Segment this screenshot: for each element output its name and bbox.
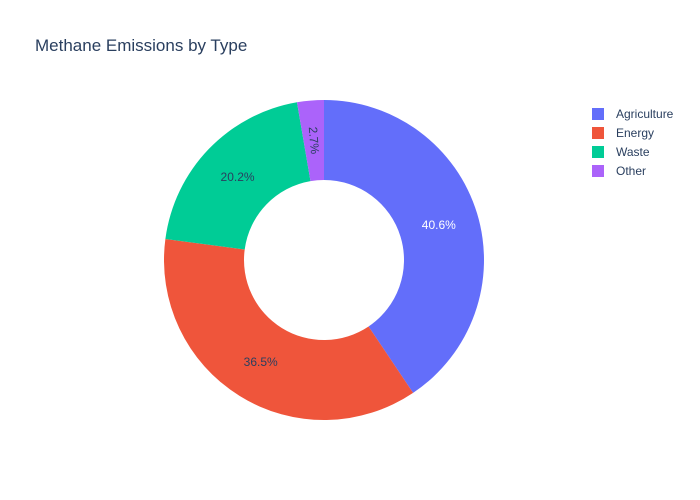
legend-item-energy[interactable]: Energy xyxy=(592,126,654,140)
legend-label-waste: Waste xyxy=(616,145,650,159)
legend-swatch-waste xyxy=(592,146,604,158)
slice-label-other: 2.7% xyxy=(306,126,322,155)
legend-swatch-energy xyxy=(592,127,604,139)
legend-label-agriculture: Agriculture xyxy=(616,107,674,121)
slice-label-agriculture: 40.6% xyxy=(422,218,456,232)
legend-swatch-other xyxy=(592,165,604,177)
legend-swatch-agriculture xyxy=(592,108,604,120)
donut-slices xyxy=(164,100,484,421)
legend-item-agriculture[interactable]: Agriculture xyxy=(592,107,674,121)
slice-other[interactable] xyxy=(296,100,324,182)
legend-item-other[interactable]: Other xyxy=(592,164,646,178)
legend-label-energy: Energy xyxy=(616,126,654,140)
legend-label-other: Other xyxy=(616,164,646,178)
slice-energy[interactable] xyxy=(164,238,414,421)
slice-label-waste: 20.2% xyxy=(221,170,255,184)
legend: Agriculture Energy Waste Other xyxy=(592,107,674,178)
slice-waste[interactable] xyxy=(165,102,311,250)
slice-agriculture[interactable] xyxy=(324,100,484,393)
chart-title: Methane Emissions by Type xyxy=(35,36,247,55)
slice-label-energy: 36.5% xyxy=(244,355,278,369)
legend-item-waste[interactable]: Waste xyxy=(592,145,650,159)
slice-labels: 40.6% 36.5% 20.2% 2.7% xyxy=(221,126,457,369)
